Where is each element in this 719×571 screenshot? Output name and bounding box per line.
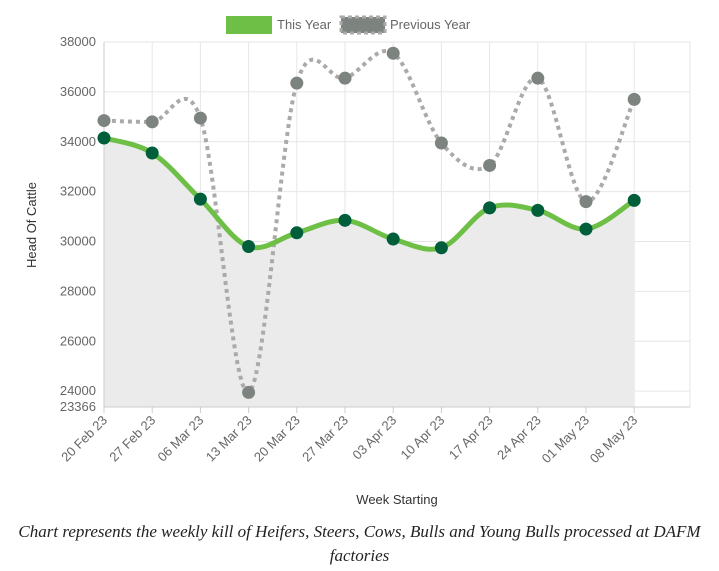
data-markers: [97, 46, 641, 399]
y-tick-label: 34000: [60, 134, 96, 149]
y-tick-label: 30000: [60, 234, 96, 249]
this-year-point[interactable]: [627, 193, 641, 207]
x-tick-label: 20 Feb 23: [58, 413, 110, 465]
x-tick-label: 08 May 23: [587, 413, 641, 467]
previous-year-point[interactable]: [627, 92, 641, 106]
this-year-point[interactable]: [386, 232, 400, 246]
x-tick-label: 20 Mar 23: [251, 413, 303, 465]
legend-swatch-this-year[interactable]: [226, 16, 272, 34]
this-year-point[interactable]: [193, 192, 207, 206]
this-year-point[interactable]: [242, 240, 256, 254]
chart-caption: Chart represents the weekly kill of Heif…: [18, 522, 701, 565]
legend-label-previous-year[interactable]: Previous Year: [390, 17, 471, 32]
x-tick-label: 24 Apr 23: [494, 413, 544, 463]
y-axis-title: Head Of Cattle: [24, 182, 39, 268]
previous-year-point[interactable]: [531, 71, 545, 85]
legend[interactable]: This Year Previous Year: [226, 15, 471, 35]
y-tick-label: 26000: [60, 333, 96, 348]
previous-year-point[interactable]: [434, 136, 448, 150]
this-year-point[interactable]: [434, 241, 448, 255]
previous-year-point[interactable]: [579, 195, 593, 209]
this-year-point[interactable]: [145, 146, 159, 160]
previous-year-point[interactable]: [290, 76, 304, 90]
x-axis-title: Week Starting: [356, 492, 437, 507]
x-tick-label: 06 Mar 23: [155, 413, 207, 465]
previous-year-point[interactable]: [193, 111, 207, 125]
legend-label-this-year[interactable]: This Year: [277, 17, 332, 32]
this-year-point[interactable]: [338, 213, 352, 227]
previous-year-point[interactable]: [386, 46, 400, 60]
y-tick-label: 28000: [60, 283, 96, 298]
x-tick-label: 27 Feb 23: [106, 413, 158, 465]
previous-year-point[interactable]: [145, 115, 159, 129]
this-year-point[interactable]: [531, 203, 545, 217]
x-tick-label: 27 Mar 23: [299, 413, 351, 465]
previous-year-point[interactable]: [242, 385, 256, 399]
y-tick-label: 23366: [60, 399, 96, 414]
legend-swatch-previous-year[interactable]: [339, 15, 387, 35]
axes: [103, 42, 690, 413]
y-tick-label: 32000: [60, 184, 96, 199]
this-year-point[interactable]: [483, 201, 497, 215]
y-tick-label: 36000: [60, 84, 96, 99]
this-year-point[interactable]: [290, 226, 304, 240]
x-tick-label: 10 Apr 23: [398, 413, 448, 463]
this-year-point[interactable]: [97, 131, 111, 145]
y-tick-label: 38000: [60, 34, 96, 49]
previous-year-point[interactable]: [338, 71, 352, 85]
x-tick-label: 01 May 23: [539, 413, 593, 467]
previous-year-point[interactable]: [97, 114, 111, 128]
this-year-point[interactable]: [579, 222, 593, 236]
x-tick-label: 17 Apr 23: [446, 413, 496, 463]
previous-year-point[interactable]: [483, 158, 497, 172]
x-tick-label: 13 Mar 23: [203, 413, 255, 465]
y-tick-label: 24000: [60, 383, 96, 398]
x-tick-label: 03 Apr 23: [349, 413, 399, 463]
